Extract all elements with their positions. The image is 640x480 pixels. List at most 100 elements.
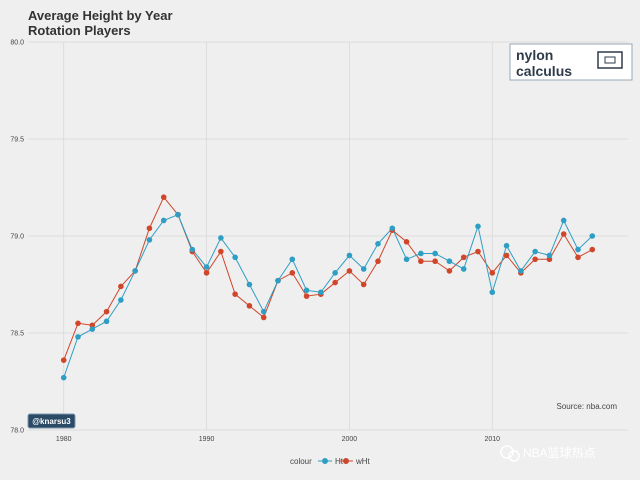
legend-key-point-wht	[343, 458, 349, 464]
data-point-ht-1982	[89, 326, 96, 332]
series-line-wht	[63, 196, 593, 361]
data-point-ht-2012	[518, 268, 524, 274]
gridlines	[28, 41, 628, 431]
data-point-ht-1980	[60, 374, 67, 381]
data-point-wht-1993	[246, 303, 253, 309]
source-caption: Source: nba.com	[557, 402, 618, 411]
data-point-ht-2010	[489, 289, 496, 296]
data-point-wht-1980	[60, 357, 67, 363]
series-layer	[60, 194, 596, 381]
data-point-wht-1987	[160, 194, 167, 200]
data-point-ht-1989	[189, 246, 196, 253]
data-point-ht-2009	[475, 223, 481, 230]
y-tick-label: 80.0	[10, 40, 24, 47]
data-point-wht-1992	[232, 291, 238, 298]
data-point-wht-2005	[418, 258, 424, 265]
data-point-ht-2002	[375, 240, 381, 247]
data-point-wht-2004	[403, 239, 410, 245]
data-point-wht-2011	[503, 252, 510, 259]
data-point-ht-2015	[560, 217, 567, 224]
data-point-ht-2003	[389, 225, 396, 232]
nylon-calculus-logo: nylon calculus	[509, 43, 633, 81]
x-tick-label: 2000	[342, 436, 358, 443]
data-point-ht-1995	[275, 277, 281, 284]
data-point-wht-1984	[118, 283, 124, 290]
chart-title-line-2: Rotation Players	[28, 23, 131, 38]
legend: colour Ht wHt	[290, 457, 371, 466]
logo-text-bottom: calculus	[516, 63, 572, 79]
legend-key-point-ht	[322, 458, 328, 464]
data-point-ht-2005	[418, 250, 424, 257]
data-point-wht-1982	[89, 322, 96, 329]
wechat-icon	[500, 445, 514, 459]
x-axis-tick-labels: 1980 1990 2000 2010	[56, 436, 500, 443]
data-point-wht-2010	[489, 270, 496, 276]
data-point-ht-1997	[303, 287, 310, 294]
data-point-ht-2001	[360, 266, 367, 272]
data-point-wht-2006	[432, 258, 438, 265]
author-handle-text: @knarsu3	[32, 417, 71, 426]
data-point-ht-1996	[289, 256, 296, 263]
data-point-ht-1987	[160, 217, 167, 224]
y-axis-tick-labels: 78.0 78.5 79.0 79.5 80.0	[10, 40, 24, 435]
data-point-wht-2007	[446, 268, 453, 274]
data-point-ht-2008	[460, 266, 467, 272]
data-point-ht-2007	[446, 258, 453, 265]
data-point-wht-2009	[475, 248, 481, 255]
data-point-ht-1986	[146, 237, 153, 243]
data-point-wht-1999	[332, 279, 338, 286]
data-point-wht-2013	[532, 256, 538, 263]
watermark-text: NBA篮球热点	[523, 445, 596, 460]
data-point-wht-1991	[218, 248, 224, 255]
data-point-ht-1990	[203, 264, 210, 270]
series-line-ht	[63, 214, 593, 378]
data-point-wht-1983	[103, 308, 110, 315]
y-tick-label: 78.5	[10, 331, 24, 338]
data-point-ht-1984	[118, 297, 124, 303]
data-point-ht-2013	[532, 248, 538, 255]
data-point-wht-2008	[460, 254, 467, 261]
hoop-icon	[597, 51, 623, 69]
data-point-wht-1996	[289, 270, 296, 276]
data-point-ht-1983	[103, 318, 110, 325]
data-point-ht-1991	[218, 235, 224, 241]
data-point-ht-1992	[232, 254, 238, 261]
data-point-ht-2000	[346, 252, 353, 259]
data-point-ht-2016	[575, 246, 581, 253]
data-point-wht-2017	[589, 246, 596, 253]
data-point-ht-1998	[318, 289, 324, 296]
data-point-wht-2001	[360, 281, 367, 288]
x-tick-label: 1990	[199, 436, 215, 443]
data-point-ht-1988	[175, 211, 181, 218]
data-point-ht-1981	[75, 334, 81, 340]
data-point-wht-2000	[346, 268, 353, 274]
watermark: NBA篮球热点	[500, 445, 596, 462]
data-point-wht-1997	[303, 293, 310, 299]
y-tick-label: 78.0	[10, 428, 24, 435]
data-point-wht-1981	[75, 320, 81, 327]
data-point-wht-1990	[203, 270, 210, 276]
data-point-ht-1999	[332, 270, 338, 276]
y-tick-label: 79.5	[10, 137, 24, 144]
data-point-ht-2004	[403, 256, 410, 263]
data-point-wht-2016	[575, 254, 581, 261]
data-point-ht-1994	[260, 308, 267, 315]
data-point-ht-1993	[246, 281, 253, 288]
data-point-wht-2014	[546, 256, 553, 263]
data-point-ht-2011	[503, 242, 510, 249]
data-point-ht-1985	[132, 268, 138, 274]
data-point-ht-2014	[546, 252, 553, 259]
data-point-wht-2015	[560, 231, 567, 237]
data-point-ht-2017	[589, 233, 596, 239]
x-tick-label: 2010	[484, 436, 500, 443]
y-tick-label: 79.0	[10, 234, 24, 241]
legend-label-wht: wHt	[355, 457, 371, 466]
chart-title-line-1: Average Height by Year	[28, 8, 173, 23]
x-tick-label: 1980	[56, 436, 72, 443]
data-point-wht-2002	[375, 258, 381, 265]
data-point-wht-1994	[260, 314, 267, 321]
legend-title: colour	[290, 457, 312, 466]
data-point-ht-2006	[432, 250, 438, 257]
logo-text-top: nylon	[516, 47, 553, 63]
